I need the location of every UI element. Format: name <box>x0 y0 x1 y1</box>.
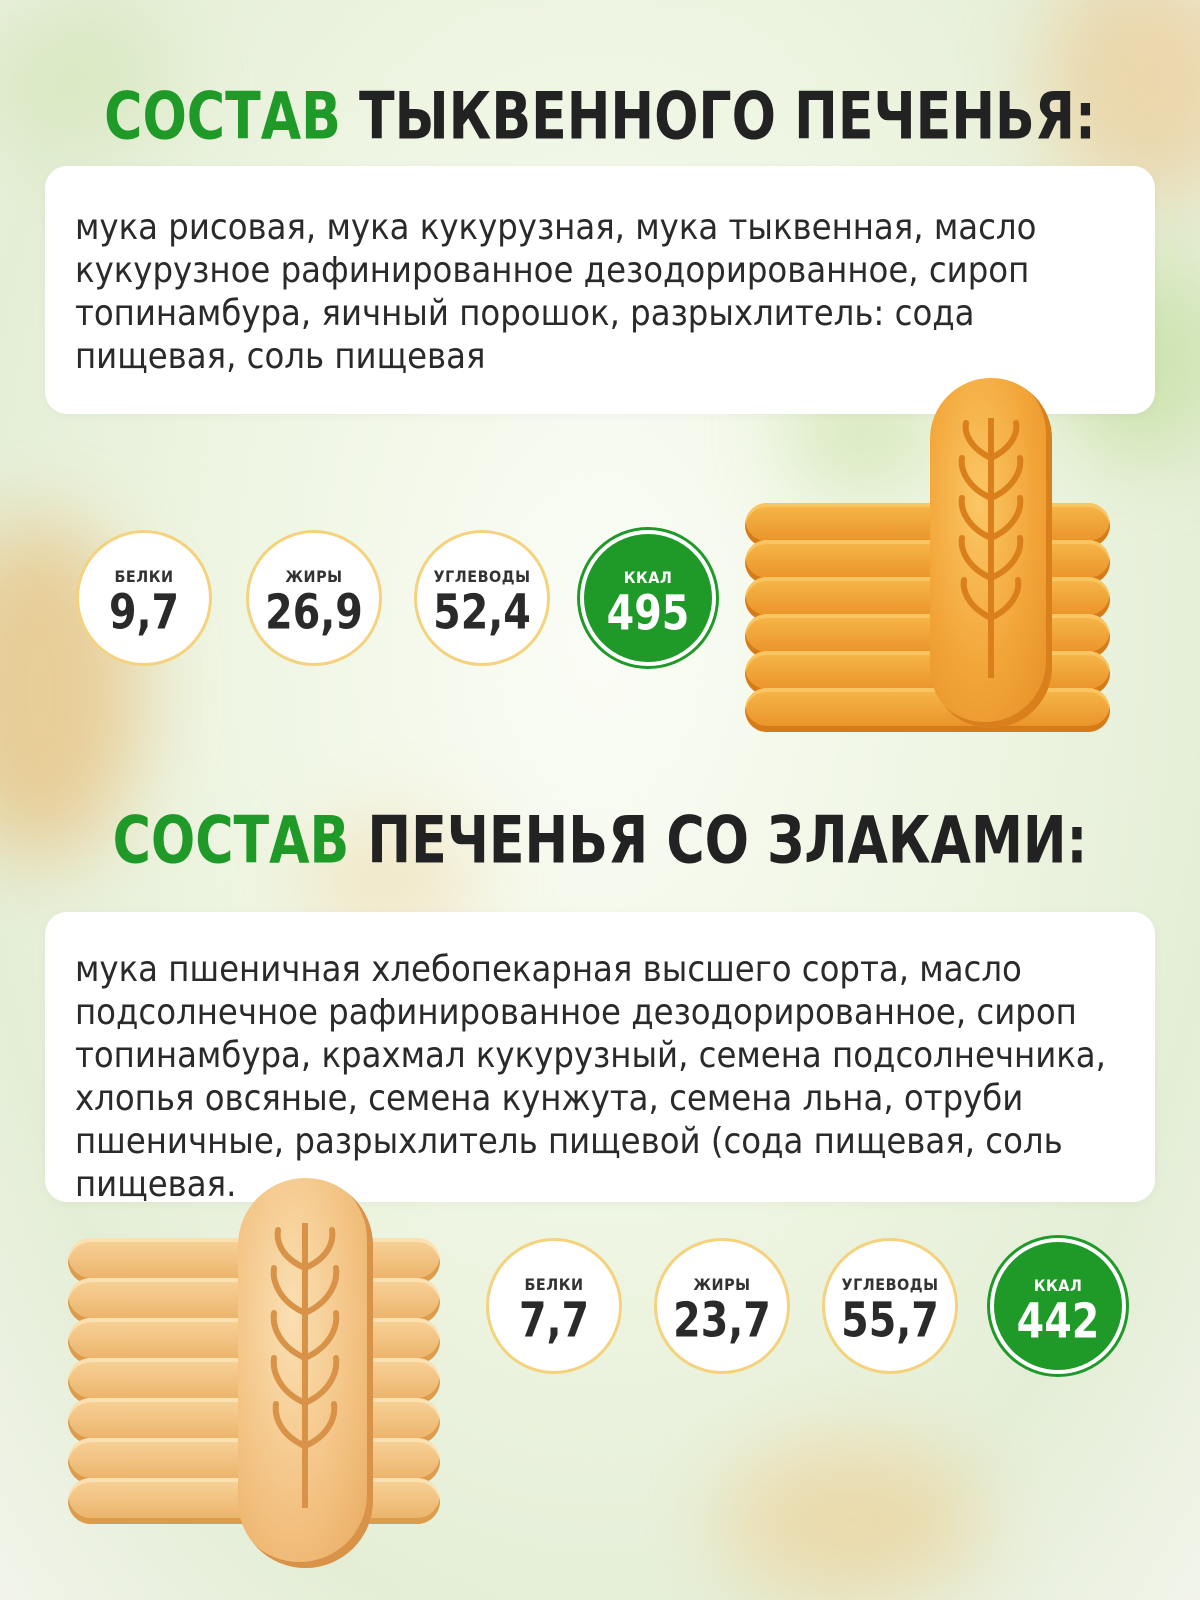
nutrition-value: 7,7 <box>518 1292 590 1349</box>
nutrition-kcal: ККАЛ 442 <box>990 1238 1126 1374</box>
background-blur <box>720 1440 980 1600</box>
nutrition-label: ККАЛ <box>1033 1276 1083 1295</box>
cookie-standing <box>238 1178 373 1568</box>
nutrition-label: ККАЛ <box>623 568 673 587</box>
nutrition-label: УГЛЕВОДЫ <box>841 1275 939 1294</box>
cookie-slice <box>745 688 1110 732</box>
nutrition-carbs: УГЛЕВОДЫ 55,7 <box>822 1238 958 1374</box>
nutrition-value: 23,7 <box>673 1292 771 1349</box>
section-title-pumpkin: СОСТАВ ТЫКВЕННОГО ПЕЧЕНЬЯ: <box>0 78 1200 154</box>
ingredients-text: мука пшеничная хлебопекарная высшего сор… <box>75 949 1106 1205</box>
pumpkin-cookies-image <box>745 378 1115 748</box>
wheat-ear-icon <box>270 1223 340 1508</box>
nutrition-value: 442 <box>1016 1293 1100 1350</box>
nutrition-proteins: БЕЛКИ 9,7 <box>76 530 212 666</box>
nutrition-value: 495 <box>606 585 690 642</box>
nutrition-label: БЕЛКИ <box>524 1275 584 1294</box>
section-title-cereal: СОСТАВ ПЕЧЕНЬЯ СО ЗЛАКАМИ: <box>0 802 1200 878</box>
nutrition-carbs: УГЛЕВОДЫ 52,4 <box>414 530 550 666</box>
nutrition-value: 9,7 <box>108 584 180 641</box>
nutrition-value: 52,4 <box>433 584 531 641</box>
ingredients-text: мука рисовая, мука кукурузная, мука тыкв… <box>75 207 1037 377</box>
nutrition-label: УГЛЕВОДЫ <box>433 567 531 586</box>
nutrition-label: ЖИРЫ <box>285 567 343 586</box>
nutrition-proteins: БЕЛКИ 7,7 <box>486 1238 622 1374</box>
cookie-standing <box>930 378 1052 728</box>
nutrition-fats: ЖИРЫ 26,9 <box>246 530 382 666</box>
nutrition-fats: ЖИРЫ 23,7 <box>654 1238 790 1374</box>
ingredients-card-pumpkin: мука рисовая, мука кукурузная, мука тыкв… <box>45 166 1155 414</box>
nutrition-value: 26,9 <box>265 584 363 641</box>
title-rest: ТЫКВЕННОГО ПЕЧЕНЬЯ: <box>359 77 1096 155</box>
nutrition-label: БЕЛКИ <box>114 567 174 586</box>
nutrition-kcal: ККАЛ 495 <box>580 530 716 666</box>
title-accent: СОСТАВ <box>104 77 341 155</box>
title-accent: СОСТАВ <box>112 801 350 879</box>
cereal-cookies-image <box>68 1178 448 1578</box>
background-blur <box>0 0 180 160</box>
nutrition-label: ЖИРЫ <box>693 1275 751 1294</box>
ingredients-card-cereal: мука пшеничная хлебопекарная высшего сор… <box>45 912 1155 1205</box>
title-rest: ПЕЧЕНЬЯ СО ЗЛАКАМИ: <box>367 801 1088 879</box>
nutrition-value: 55,7 <box>841 1292 939 1349</box>
wheat-ear-icon <box>958 418 1024 678</box>
